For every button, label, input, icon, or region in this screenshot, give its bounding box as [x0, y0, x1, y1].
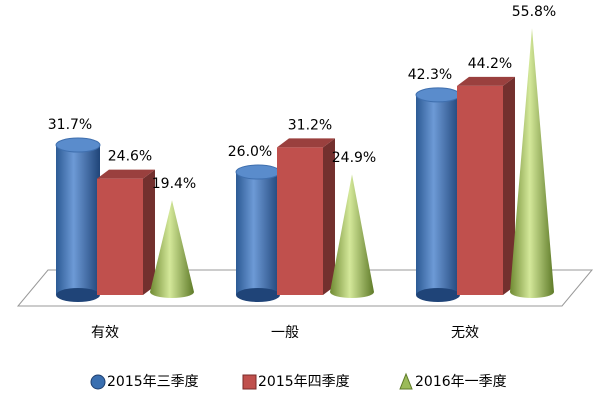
value-label: 24.6% [108, 149, 152, 165]
box-side [323, 138, 335, 295]
x-tick-label: 有效 [91, 325, 119, 341]
legend-marker [90, 374, 106, 390]
legend-label: 2015年三季度 [107, 374, 199, 390]
value-label: 44.2% [468, 56, 512, 72]
cone [330, 174, 374, 298]
x-tick-label: 无效 [451, 325, 479, 341]
legend-marker [399, 372, 413, 390]
cylinder-bottom [236, 288, 280, 302]
legend-label: 2016年一季度 [415, 374, 507, 390]
box-top [97, 169, 155, 179]
box-side [503, 76, 515, 296]
value-label: 31.2% [288, 117, 332, 133]
cylinder-top [55, 137, 101, 153]
legend-label: 2015年四季度 [258, 374, 350, 390]
value-label: 26.0% [228, 144, 272, 160]
value-label: 31.7% [48, 117, 92, 133]
cylinder-bottom [56, 288, 100, 302]
value-label: 19.4% [152, 176, 196, 192]
cylinder-top [415, 87, 461, 103]
cylinder-body [56, 145, 100, 295]
x-tick-label: 一般 [271, 325, 299, 341]
box-front [457, 85, 503, 296]
value-label: 42.3% [408, 67, 452, 83]
cylinder-top [235, 164, 281, 180]
box-side [143, 169, 155, 295]
value-label: 55.8% [512, 4, 556, 20]
cylinder-body [416, 94, 460, 296]
box-front [277, 147, 323, 295]
box-top [277, 138, 335, 148]
cone [510, 28, 554, 298]
value-label: 24.9% [332, 150, 376, 166]
cone [150, 200, 194, 298]
cylinder-bottom [416, 288, 460, 302]
legend-marker [242, 374, 257, 390]
box-top [457, 76, 515, 86]
box-front [97, 178, 143, 295]
cylinder-body [236, 172, 280, 295]
